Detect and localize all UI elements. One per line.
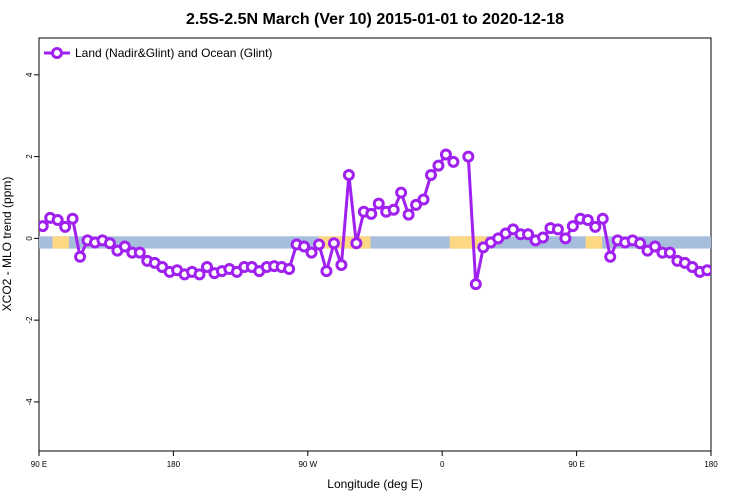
legend: Land (Nadir&Glint) and Ocean (Glint): [44, 46, 272, 60]
data-point: [559, 232, 572, 245]
data-point: [649, 240, 661, 253]
data-point: [537, 231, 549, 244]
data-point: [663, 246, 676, 259]
data-point: [387, 203, 400, 216]
data-point: [372, 197, 385, 210]
data-point: [305, 246, 318, 259]
data-point: [39, 220, 49, 233]
data-point: [74, 250, 87, 263]
data-point: [59, 220, 72, 233]
data-point: [462, 150, 475, 163]
data-point: [425, 168, 437, 181]
data-point: [604, 250, 617, 263]
data-point: [193, 268, 206, 281]
data-point: [201, 260, 213, 273]
x-tick-label: 0: [440, 460, 445, 469]
y-tick-label: 0: [25, 236, 34, 241]
data-point: [283, 263, 296, 276]
data-point: [350, 237, 363, 250]
data-point: [327, 237, 340, 250]
legend-marker: [51, 47, 63, 59]
data-point: [701, 264, 711, 277]
data-point: [365, 207, 378, 220]
legend-label: Land (Nadir&Glint) and Ocean (Glint): [75, 46, 272, 60]
data-point: [342, 168, 355, 181]
x-tick-label: 90 E: [31, 460, 47, 469]
chart-title: 2.5S-2.5N March (Ver 10) 2015-01-01 to 2…: [186, 11, 564, 28]
data-point: [118, 240, 131, 253]
x-axis-label: Longitude (deg E): [327, 477, 422, 491]
data-point: [103, 237, 116, 250]
data-point: [432, 159, 445, 172]
data-point: [469, 278, 482, 291]
data-point: [447, 155, 460, 168]
y-tick-label: 2: [25, 154, 34, 159]
x-tick-label: 90 E: [568, 460, 584, 469]
y-axis-label: XCO2 - MLO trend (ppm): [0, 177, 14, 312]
data-point: [313, 238, 325, 251]
data-point: [133, 246, 146, 259]
data-point: [395, 186, 408, 199]
data-point: [581, 213, 594, 226]
y-tick-label: 4: [25, 72, 34, 77]
data-point: [551, 223, 564, 236]
land-segment-0: [52, 236, 69, 249]
data-point: [589, 220, 602, 233]
data-point: [439, 148, 452, 161]
data-point: [596, 212, 609, 225]
data-point: [566, 220, 579, 233]
data-point: [417, 193, 430, 206]
x-tick-label: 180: [704, 460, 718, 469]
data-point: [402, 208, 415, 221]
y-tick-label: -4: [25, 398, 34, 406]
data-point: [634, 237, 647, 250]
data-point: [320, 265, 333, 278]
x-tick-label: 90 W: [298, 460, 317, 469]
data-point: [522, 228, 535, 241]
data-point: [298, 240, 311, 253]
data-point: [51, 213, 64, 226]
data-point: [66, 212, 79, 225]
x-tick-label: 180: [167, 460, 181, 469]
y-tick-label: -2: [25, 316, 34, 324]
data-point: [335, 258, 348, 271]
land-segment-3: [585, 236, 602, 249]
data-point: [410, 198, 423, 211]
